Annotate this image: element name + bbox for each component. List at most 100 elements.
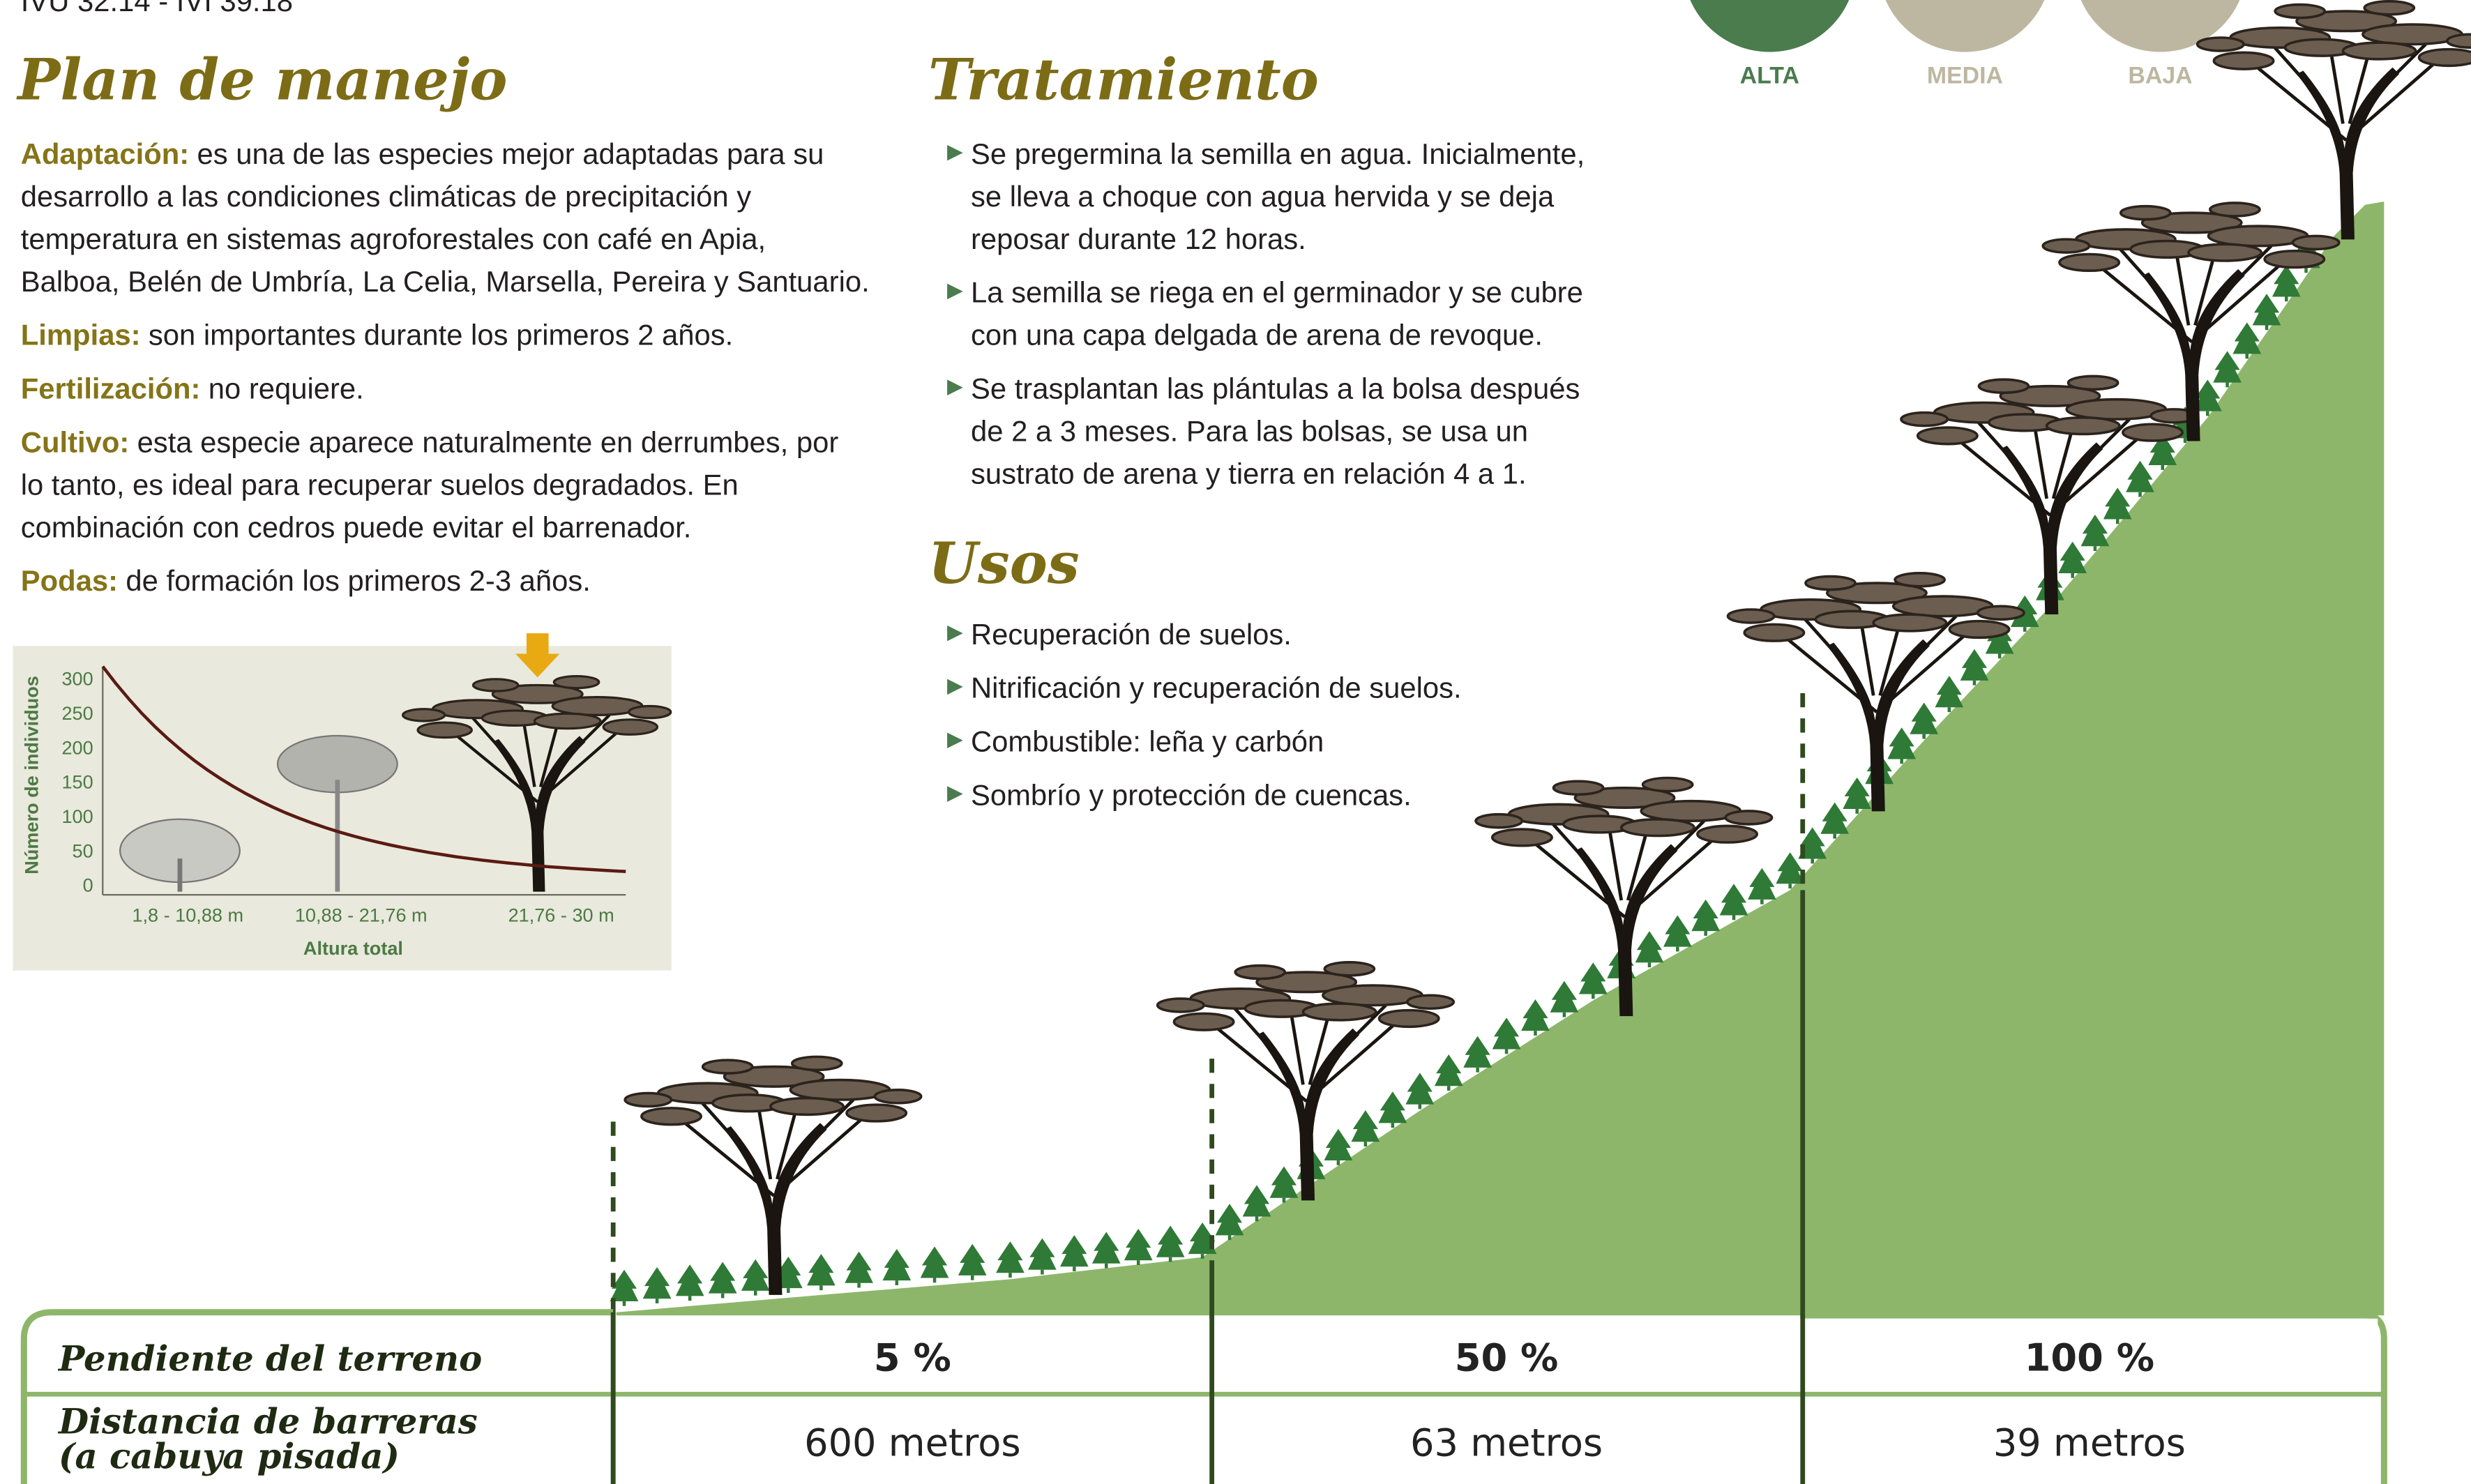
arrow (515, 633, 560, 678)
shrub (1663, 915, 1692, 952)
text: de formación los primeros 2-3 años. (126, 564, 590, 597)
shrub (1550, 980, 1579, 1017)
shrub (2272, 265, 2301, 302)
bullet-line: se lleva a choque con agua hervida y se … (971, 180, 1555, 213)
bullet-line: Nitrificación y recuperación de suelos. (971, 672, 1462, 704)
shrub (1091, 1232, 1121, 1269)
y-tick-label: 150 (61, 771, 93, 793)
shrub (1521, 999, 1550, 1036)
bullet-line: sustrato de arena y tierra en relación 4… (971, 457, 1527, 490)
row-header: Distancia de barreras (57, 1401, 478, 1442)
text: no requiere. (209, 372, 364, 405)
y-tick-label: 200 (61, 736, 93, 758)
heading: Plan de manejo (16, 47, 507, 113)
bullet (947, 625, 963, 642)
shrub (2232, 322, 2262, 359)
bullet (947, 732, 963, 749)
shrub (1492, 1017, 1521, 1054)
paragraph-line: Limpias: son importantes durante los prim… (21, 319, 733, 351)
paragraph-line: combinación con cedros puede evitar el b… (21, 510, 692, 543)
y-tick-label: 50 (73, 840, 93, 861)
legend-label: BAJA (2128, 63, 2192, 89)
shrub (958, 1243, 987, 1280)
paragraph-line: Adaptación: es una de las especies mejor … (21, 137, 824, 170)
shrub (741, 1259, 770, 1296)
label: Adaptación: (21, 137, 189, 170)
x-tick-label: 1,8 - 10,88 m (132, 904, 243, 926)
legend-dot (1690, 0, 1850, 52)
row-header: Pendiente del terreno (57, 1338, 482, 1379)
shrub (1578, 962, 1608, 999)
shrub (2058, 541, 2087, 578)
shrub (1935, 676, 1964, 713)
label: Fertilización: (21, 372, 201, 405)
paragraph-line: Cultivo: esta especie aparece naturalment… (21, 425, 839, 458)
bullet-line: Se pregermina la semilla en agua. Inicia… (971, 137, 1585, 170)
bullet (947, 786, 963, 802)
shrub (1748, 868, 1776, 904)
x-axis-label: Altura total (303, 937, 403, 959)
bullet (947, 283, 963, 300)
bullet-line: Se trasplantan las plántulas a la bolsa … (971, 372, 1580, 405)
bullet (947, 144, 963, 161)
cell: 600 metros (804, 1421, 1021, 1464)
tree (625, 1057, 921, 1295)
shrub (845, 1251, 873, 1288)
shrub (675, 1264, 704, 1301)
slope (616, 202, 2385, 1316)
shrub (2080, 515, 2110, 552)
paragraph-line: Podas: de formación los primeros 2-3 años… (21, 564, 591, 597)
cell: 5 % (874, 1335, 951, 1379)
bullet-line: Sombrío y protección de cuencas. (971, 778, 1412, 811)
table-bg (616, 1318, 2378, 1484)
text: esta especie aparece naturalmente en der… (137, 425, 839, 458)
shrub (2126, 460, 2154, 497)
shrub (1463, 1036, 1492, 1073)
shrub (1156, 1225, 1185, 1262)
shrub (996, 1241, 1025, 1278)
shrub (1269, 1166, 1299, 1203)
shrub (1351, 1110, 1380, 1147)
paragraph-line: desarrollo a las condiciones climáticas … (21, 180, 751, 213)
bullet-line: reposar durante 12 horas. (971, 222, 1306, 255)
shrub (1635, 931, 1664, 968)
legend-label: MEDIA (1927, 63, 2003, 89)
table-frame (20, 1309, 2387, 1484)
y-tick-label: 300 (61, 668, 93, 690)
shrub (2252, 294, 2281, 331)
shrub (2213, 351, 2242, 388)
shrub (1405, 1073, 1435, 1110)
content: IVU 32.14 - IVI 39.18 ALTA MEDIA BAJA Pendie… (13, 0, 2471, 1484)
curve (101, 665, 626, 873)
shrub (920, 1246, 949, 1283)
bullet (947, 379, 963, 396)
shrub (807, 1254, 836, 1291)
heading: Usos (928, 531, 1080, 597)
text: es una de las especies mejor adaptadas p… (197, 137, 824, 170)
text: son importantes durante los primeros 2 a… (149, 319, 733, 351)
shrub (1691, 899, 1720, 936)
heading: Tratamiento (928, 47, 1319, 113)
label: Cultivo: (21, 425, 130, 458)
bullet-line: con una capa delgada de arena de revoque… (971, 319, 1543, 351)
code: IVU 32.14 - IVI 39.18 (21, 0, 293, 17)
cell: 50 % (1455, 1335, 1559, 1379)
label: Podas: (21, 564, 118, 597)
shrub (1124, 1229, 1153, 1265)
shrub (708, 1262, 737, 1298)
shrub (1378, 1091, 1407, 1128)
y-axis-label: Número de individuos (21, 676, 43, 874)
paragraph-line: Fertilización: no requiere. (21, 372, 364, 405)
shrub (1028, 1238, 1057, 1275)
shrub (2103, 487, 2132, 524)
x-tick-label: 10,88 - 21,76 m (295, 904, 428, 926)
shrub (1960, 649, 1989, 686)
y-tick-label: 250 (61, 702, 93, 724)
bullet-line: de 2 a 3 meses. Para las bolsas, se usa … (971, 415, 1528, 448)
shrub (1059, 1235, 1089, 1272)
bullet-line: Combustible: leña y carbón (971, 725, 1324, 758)
legend-label: ALTA (1740, 63, 1799, 89)
paragraph-line: Balboa, Belén de Umbría, La Celia, Marse… (21, 265, 870, 298)
label: Limpias: (21, 319, 141, 351)
